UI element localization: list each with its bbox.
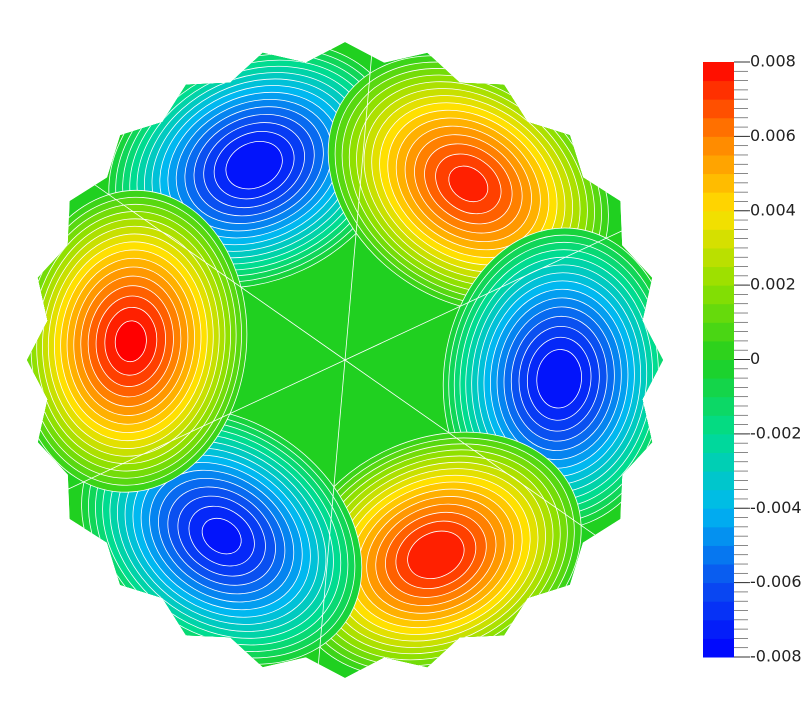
colorbar-tick-label: -0.004 xyxy=(750,498,802,517)
colorbar-band xyxy=(703,415,734,435)
colorbar: -0.008 -0.006 -0.004 -0.002 0 0.002 0.004 0.006… xyxy=(703,52,802,666)
colorbar-band xyxy=(703,396,734,416)
colorbar-band xyxy=(703,564,734,584)
zero-line xyxy=(45,359,346,500)
colorbar-band xyxy=(703,192,734,212)
colorbar-tick-label: 0.008 xyxy=(750,52,796,71)
colorbar-band xyxy=(703,266,734,286)
colorbar-band xyxy=(703,80,734,100)
contour-field xyxy=(27,42,663,678)
colorbar-band xyxy=(703,638,734,658)
colorbar-band xyxy=(703,229,734,249)
contour-level xyxy=(114,320,147,363)
colorbar-tick-label: -0.006 xyxy=(750,572,802,591)
colorbar-tick-label: 0 xyxy=(750,349,760,368)
colorbar-band xyxy=(703,489,734,509)
contour-level xyxy=(201,517,242,555)
contour-level xyxy=(225,141,283,190)
colorbar-band xyxy=(703,285,734,305)
zero-line xyxy=(315,359,346,678)
zero-line xyxy=(74,170,346,361)
zero-line xyxy=(344,220,645,361)
colorbar-band xyxy=(703,173,734,193)
colorbar-band xyxy=(703,433,734,453)
colorbar-band xyxy=(703,62,734,82)
colorbar-tick-label: -0.008 xyxy=(750,647,802,666)
colorbar-tick-label: 0.004 xyxy=(750,200,796,219)
colorbar-band xyxy=(703,136,734,156)
colorbar-band xyxy=(703,582,734,602)
colorbar-band xyxy=(703,303,734,323)
colorbar-band xyxy=(703,210,734,230)
zero-line xyxy=(344,359,616,550)
colorbar-band xyxy=(703,247,734,268)
contour-level xyxy=(536,349,582,409)
colorbar-band xyxy=(703,154,734,175)
colorbar-band xyxy=(703,619,734,639)
colorbar-band xyxy=(703,452,734,472)
colorbar-band xyxy=(703,99,734,119)
colorbar-band xyxy=(703,526,734,546)
colorbar-band xyxy=(703,471,734,491)
colorbar-tick-label: 0.006 xyxy=(750,126,796,145)
contour-level xyxy=(407,530,465,579)
colorbar-tick-label: 0.002 xyxy=(750,275,796,294)
colorbar-band xyxy=(703,545,734,565)
zero-line xyxy=(344,42,375,361)
colorbar-band xyxy=(703,508,734,528)
colorbar-band xyxy=(703,601,734,621)
colorbar-band xyxy=(703,378,734,398)
colorbar-tick-label: -0.002 xyxy=(750,423,802,442)
colorbar-band xyxy=(703,117,734,137)
contour-level xyxy=(448,165,489,203)
colorbar-band xyxy=(703,340,734,360)
colorbar-band xyxy=(703,359,734,379)
colorbar-band xyxy=(703,322,734,342)
